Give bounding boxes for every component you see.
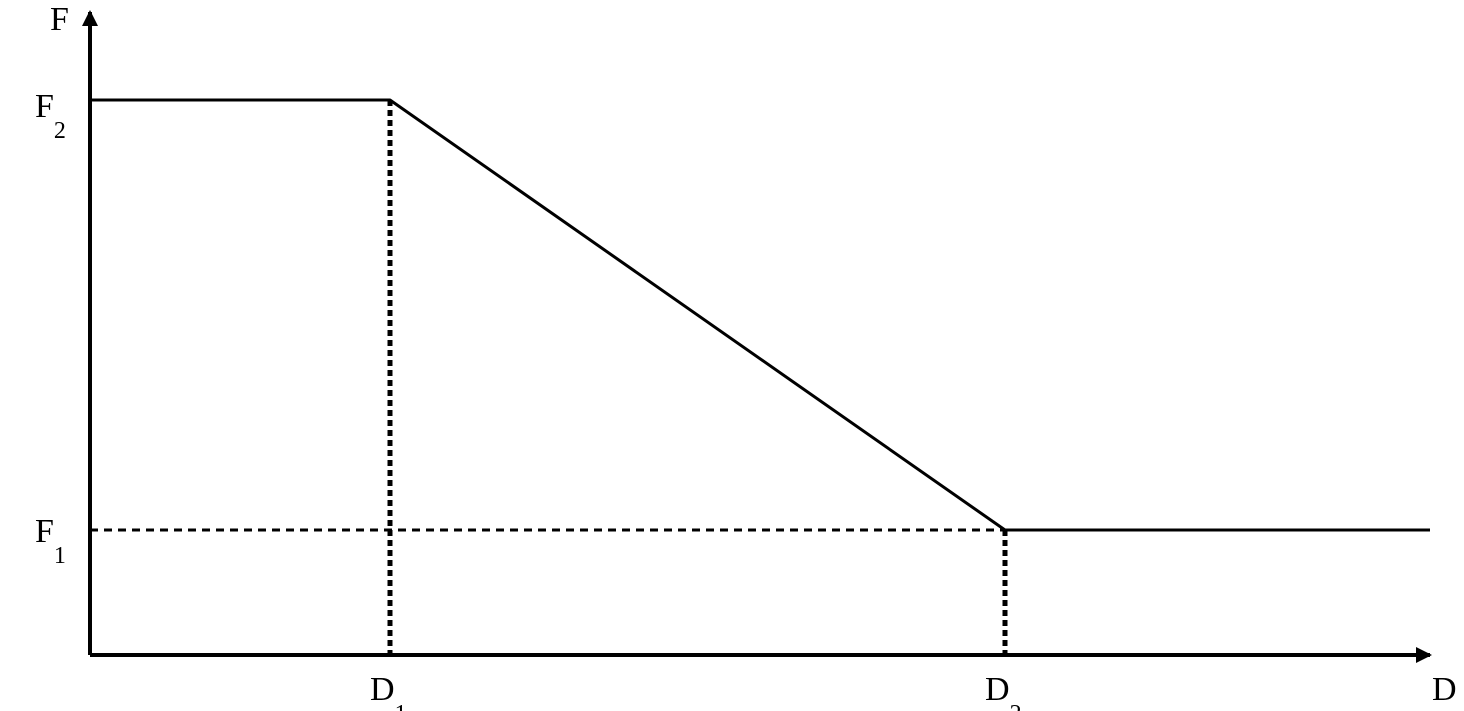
chart-container: FDF1F2D1D2 [0, 0, 1464, 711]
fd-chart: FDF1F2D1D2 [0, 0, 1464, 711]
x-axis-label: D [1432, 671, 1457, 708]
y-axis-label: F [50, 1, 69, 38]
